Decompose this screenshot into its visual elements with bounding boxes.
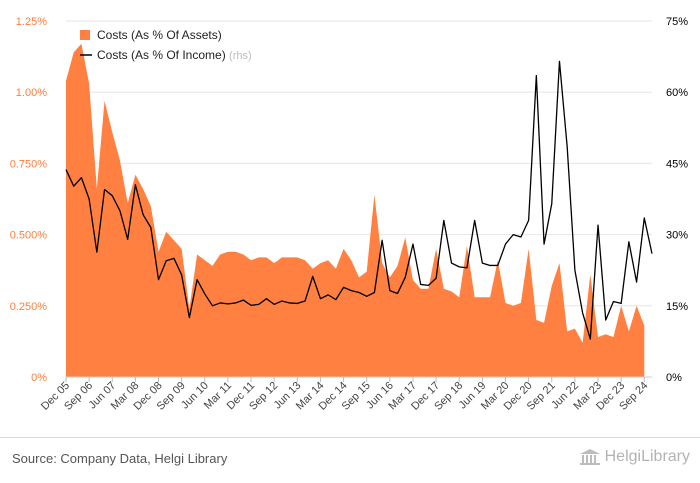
legend-swatch-area [80, 30, 90, 40]
right-axis-tick-label: 60% [666, 87, 688, 99]
left-axis-tick-label: 0% [31, 372, 47, 384]
legend-label: Costs (As % Of Income) (rhs) [97, 48, 252, 62]
left-axis-tick-label: 0.750% [10, 158, 48, 170]
left-axis-tick-label: 0.250% [10, 301, 48, 313]
right-axis-tick-label: 30% [666, 230, 688, 242]
right-axis-tick-label: 0% [666, 372, 682, 384]
footer-divider [0, 437, 700, 438]
right-axis-tick-label: 15% [666, 301, 688, 313]
left-axis-tick-label: 1.25% [16, 16, 47, 28]
building-icon [579, 449, 600, 465]
series-area-costs-assets [66, 43, 645, 377]
left-axis-tick-label: 0.500% [10, 230, 48, 242]
legend-rhs-note: (rhs) [229, 50, 252, 62]
source-note: Source: Company Data, Helgi Library [12, 451, 228, 466]
helgi-library-logo[interactable]: HelgiLibrary [579, 448, 690, 466]
series-line-costs-income [65, 60, 653, 340]
right-axis-tick-label: 45% [666, 158, 688, 170]
logo-text: HelgiLibrary [604, 448, 690, 465]
left-axis-tick-label: 1.00% [16, 87, 47, 99]
legend-label: Costs (As % Of Assets) [97, 28, 222, 42]
right-axis-tick-label: 75% [666, 16, 688, 28]
chart: 0% 0.250% 0.500% 0.750% 1.00% 1.25% 0% 15% 30% 45… [10, 16, 689, 413]
legend: Costs (As % Of Assets) Costs (As % Of Inc… [80, 28, 252, 62]
